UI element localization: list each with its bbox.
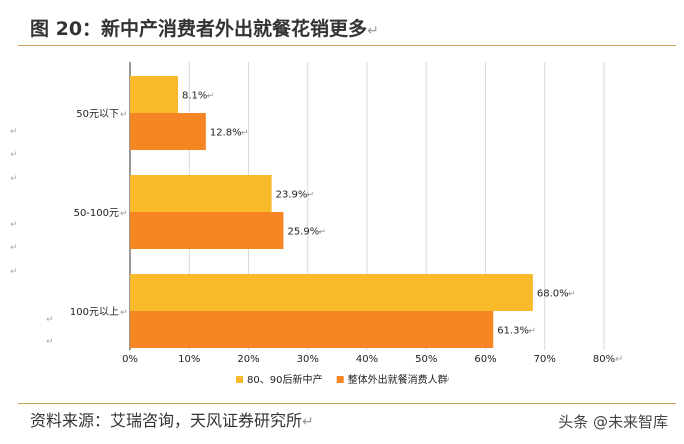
margin-return-mark: ↵ xyxy=(10,150,18,160)
bar xyxy=(130,113,206,150)
category-return-mark: ↵ xyxy=(120,308,128,318)
category-label: 50-100元 xyxy=(74,208,119,219)
margin-return-mark: ↵ xyxy=(46,337,54,347)
margin-return-mark: ↵ xyxy=(10,243,18,253)
bar xyxy=(130,212,284,249)
category-return-mark: ↵ xyxy=(120,209,128,219)
source-note: 资料来源：艾瑞咨询，天风证券研究所↵ xyxy=(30,410,314,433)
source-text: 资料来源：艾瑞咨询，天风证券研究所 xyxy=(30,411,303,430)
source-return-mark: ↵ xyxy=(302,414,314,430)
bar xyxy=(130,175,272,212)
legend-swatch xyxy=(236,376,243,383)
legend-label: 80、90后新中产 xyxy=(247,373,322,386)
x-tick-label: 0% xyxy=(122,354,138,365)
title-return-mark: ↵ xyxy=(367,23,379,39)
data-label: 61.3% xyxy=(497,326,529,337)
data-label-return-mark: ↵ xyxy=(528,327,536,337)
page-title: 图 20：新中产消费者外出就餐花销更多↵ xyxy=(30,16,650,44)
x-tick-label: 10% xyxy=(178,354,200,365)
data-label: 25.9% xyxy=(287,227,319,238)
x-tick-label: 80% xyxy=(593,354,615,365)
data-label-return-mark: ↵ xyxy=(241,129,249,139)
margin-return-mark: ↵ xyxy=(10,267,18,277)
x-tick-label: 40% xyxy=(356,354,378,365)
tick-return-mark: ↵ xyxy=(615,354,623,365)
category-label: 100元以上 xyxy=(70,306,119,318)
page-title-text: 图 20：新中产消费者外出就餐花销更多 xyxy=(30,18,368,40)
x-tick-label: 70% xyxy=(534,354,556,365)
data-label-return-mark: ↵ xyxy=(307,191,315,201)
header-divider xyxy=(18,45,676,46)
data-label-return-mark: ↵ xyxy=(568,290,576,300)
x-tick-label: 30% xyxy=(297,354,319,365)
bar xyxy=(130,76,178,113)
watermark: 头条 @未来智库 xyxy=(558,413,668,431)
legend-label: 整体外出就餐消费人群 xyxy=(348,373,448,386)
data-label-return-mark: ↵ xyxy=(207,92,215,102)
bar xyxy=(130,274,533,311)
bar xyxy=(130,311,494,348)
data-label: 68.0% xyxy=(537,289,569,300)
legend-swatch xyxy=(336,376,344,383)
footer-divider xyxy=(18,403,676,404)
margin-return-mark: ↵ xyxy=(10,220,18,230)
x-tick-label: 20% xyxy=(237,354,259,365)
margin-return-mark: ↵ xyxy=(10,127,18,137)
legend-return-mark: ↵ xyxy=(443,376,451,386)
data-label: 23.9% xyxy=(276,190,308,201)
data-label: 8.1% xyxy=(182,91,207,102)
category-label: 50元以下 xyxy=(76,109,119,120)
x-tick-label: 50% xyxy=(415,354,437,365)
margin-return-mark: ↵ xyxy=(10,174,18,184)
category-return-mark: ↵ xyxy=(120,110,128,120)
data-label: 12.8% xyxy=(210,128,242,139)
margin-return-mark: ↵ xyxy=(46,315,54,325)
data-label-return-mark: ↵ xyxy=(318,228,326,238)
x-tick-label: 60% xyxy=(474,354,496,365)
